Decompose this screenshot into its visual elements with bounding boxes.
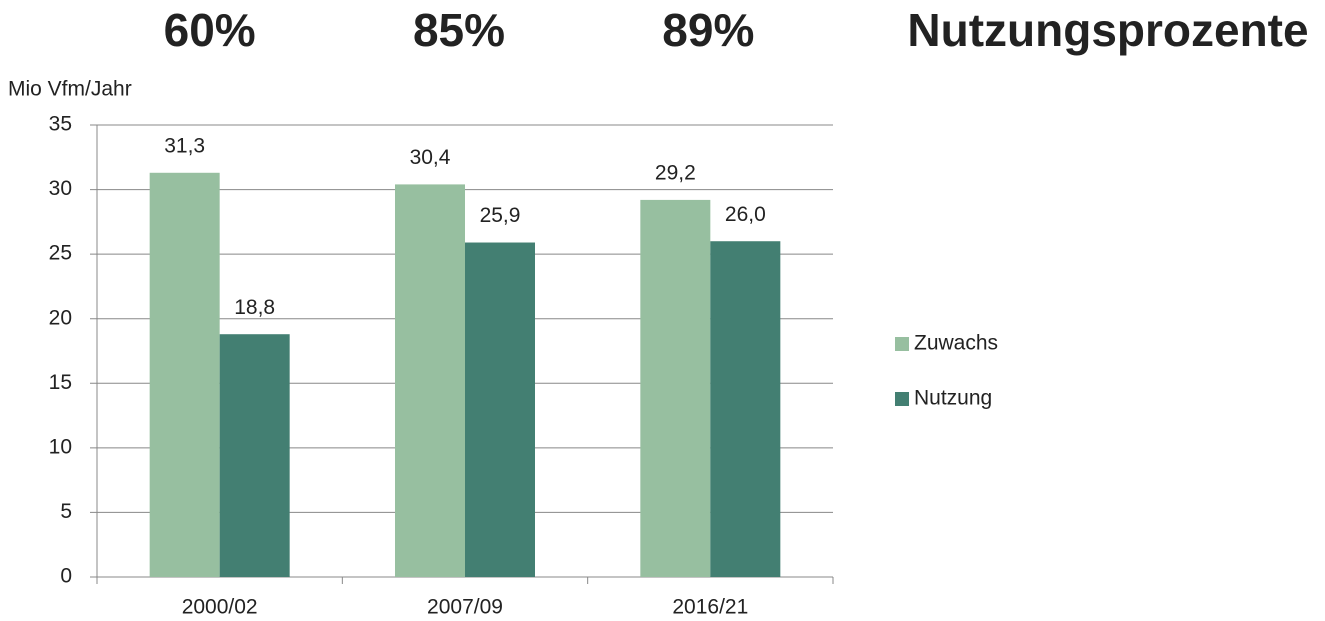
bar <box>710 241 781 577</box>
y-tick-label: 30 <box>49 177 72 200</box>
y-tick-label: 5 <box>60 500 72 523</box>
y-axis-label: Mio Vfm/Jahr <box>8 78 132 101</box>
legend-label: Zuwachs <box>914 332 998 355</box>
annotation: 60% <box>164 4 256 56</box>
annotation: 85% <box>413 4 505 56</box>
legend-label: Nutzung <box>914 387 992 410</box>
data-label: 26,0 <box>725 203 766 226</box>
y-tick-label: 0 <box>60 565 72 588</box>
bar <box>395 184 465 578</box>
data-label: 18,8 <box>234 296 275 319</box>
chart-title: Nutzungsprozente <box>907 4 1308 56</box>
data-label: 25,9 <box>480 204 521 227</box>
y-tick-label: 10 <box>49 435 72 458</box>
x-tick-label: 2007/09 <box>427 596 503 619</box>
bar <box>219 334 290 577</box>
annotation: 89% <box>662 4 754 56</box>
y-tick-label: 15 <box>49 371 72 394</box>
data-label: 30,4 <box>410 146 451 169</box>
x-tick-label: 2016/21 <box>672 596 748 619</box>
y-tick-label: 25 <box>49 242 72 265</box>
legend-swatch <box>895 392 909 406</box>
y-tick-label: 20 <box>49 306 72 329</box>
data-label: 31,3 <box>164 134 205 157</box>
data-label: 29,2 <box>655 161 696 184</box>
bar <box>149 172 220 578</box>
x-tick-label: 2000/02 <box>182 596 258 619</box>
bar <box>640 199 711 577</box>
legend-swatch <box>895 337 909 351</box>
y-tick-label: 35 <box>49 113 72 136</box>
bar <box>465 242 535 577</box>
